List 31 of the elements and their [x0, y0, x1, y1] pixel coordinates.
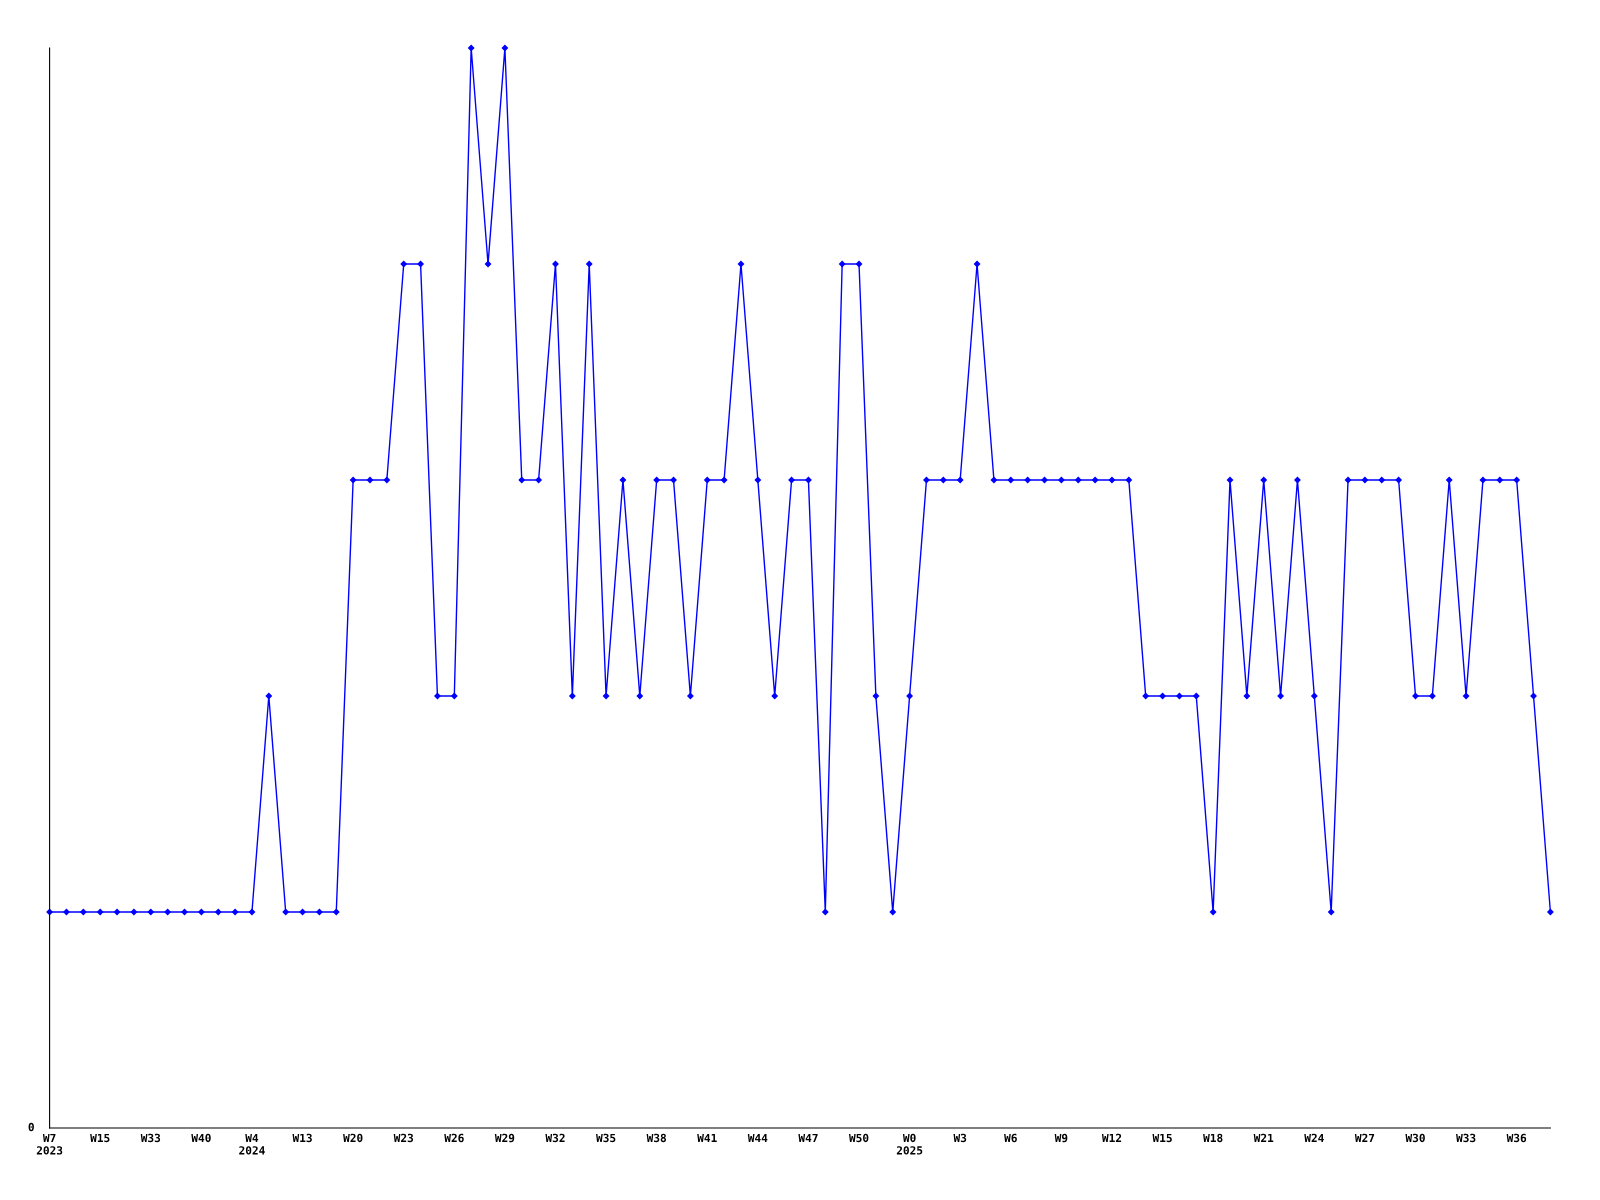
- x-tick-label: W4 2024: [239, 1133, 265, 1155]
- x-tick-label: W35: [596, 1133, 616, 1143]
- x-tick-label: W29: [494, 1133, 515, 1143]
- x-tick-label: W44: [747, 1133, 768, 1142]
- x-tick-label: W0 2025: [896, 1133, 923, 1155]
- x-tick-label: W36: [1506, 1133, 1527, 1143]
- x-tick-label: W6: [1004, 1133, 1017, 1143]
- x-tick-label: W26: [444, 1133, 464, 1143]
- x-tick-label: W23: [393, 1133, 414, 1143]
- x-tick-label: W47: [798, 1133, 818, 1142]
- x-tick-label: W21: [1253, 1133, 1274, 1142]
- x-tick-label: W40: [191, 1133, 211, 1143]
- x-tick-label: W38: [646, 1133, 666, 1143]
- x-tick-label: W27: [1354, 1133, 1375, 1142]
- text: 0: [28, 1122, 34, 1132]
- x-tick-label: W12: [1101, 1133, 1122, 1142]
- x-tick-label: W33: [140, 1133, 161, 1143]
- x-tick-label: W41: [697, 1133, 717, 1142]
- x-tick-label: W7 2023: [36, 1133, 63, 1155]
- x-tick-label: W9: [1054, 1133, 1068, 1143]
- x-tick-label: W20: [343, 1133, 363, 1143]
- x-tick-label: W32: [545, 1133, 565, 1143]
- x-tick-label: W50: [848, 1133, 869, 1143]
- x-tick-label: W13: [292, 1133, 312, 1143]
- x-tick-label: W33: [1456, 1133, 1476, 1143]
- x-tick-label: W3: [953, 1133, 967, 1143]
- x-tick-label: W24: [1304, 1133, 1324, 1142]
- x-tick-label: W15: [90, 1133, 110, 1143]
- x-tick-label: W15: [1152, 1133, 1172, 1143]
- x-tick-label: W30: [1405, 1133, 1425, 1143]
- x-tick-label: W18: [1203, 1133, 1223, 1143]
